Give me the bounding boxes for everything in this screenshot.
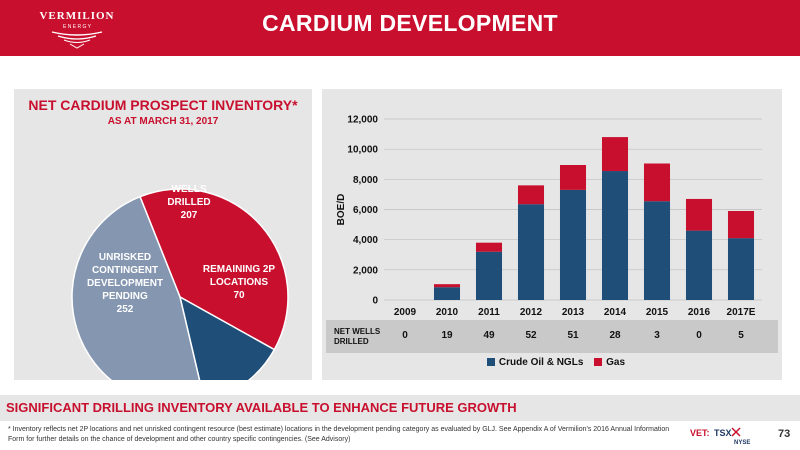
bar-gas xyxy=(475,242,503,252)
y-axis-label: BOE/D xyxy=(336,194,347,226)
bar-oil xyxy=(601,171,629,300)
legend-label-gas: Gas xyxy=(606,357,626,368)
summary-banner: SIGNIFICANT DRILLING INVENTORY AVAILABLE… xyxy=(0,395,800,421)
chart-legend: Crude Oil & NGLs Gas xyxy=(322,357,782,368)
x-tick-label: 2009 xyxy=(394,307,417,318)
net-wells-value: 49 xyxy=(483,330,495,341)
bar-gas xyxy=(727,211,755,239)
net-wells-value: 5 xyxy=(738,330,744,341)
slice-label-line: LOCATIONS xyxy=(209,277,269,288)
x-tick-label: 2011 xyxy=(478,307,500,318)
y-tick-label: 2,000 xyxy=(353,265,378,276)
y-tick-label: 10,000 xyxy=(347,145,378,156)
y-tick-label: 8,000 xyxy=(353,175,378,186)
y-tick-label: 6,000 xyxy=(353,205,378,216)
net-wells-value: 3 xyxy=(654,330,660,341)
bar-gas xyxy=(517,185,545,205)
net-wells-value: 19 xyxy=(441,330,453,341)
summary-text: SIGNIFICANT DRILLING INVENTORY AVAILABLE… xyxy=(6,400,517,415)
slice-label-line: CONTINGENT xyxy=(91,265,159,276)
y-tick-label: 4,000 xyxy=(353,235,378,246)
net-wells-value: 28 xyxy=(609,330,621,341)
bar-oil xyxy=(727,238,755,300)
x-tick-label: 2016 xyxy=(688,307,711,318)
x-tick-label: 2014 xyxy=(604,307,627,318)
bar-gas xyxy=(685,198,713,231)
bar-oil xyxy=(517,204,545,300)
slice-label-line: DRILLED xyxy=(167,197,211,208)
slice-value: 252 xyxy=(116,304,134,315)
net-wells-strip: NET WELLS DRILLED 0 19 49 52 51 28 3 0 5 xyxy=(326,320,778,353)
bar-panel: 0 2,000 4,000 6,000 8,000 10,000 12,000 BOE/D 20… xyxy=(322,89,782,380)
x-tick-label: 2015 xyxy=(646,307,669,318)
pie-panel: NET CARDIUM PROSPECT INVENTORY* AS AT MA… xyxy=(14,89,312,380)
legend-swatch-oil xyxy=(486,358,495,367)
page-title: CARDIUM DEVELOPMENT xyxy=(262,10,558,36)
slice-value: 70 xyxy=(233,290,245,301)
net-wells-label-line: DRILLED xyxy=(334,337,369,346)
bar-gas xyxy=(601,137,629,172)
slice-label-line: WELLS xyxy=(171,184,207,195)
pie-slice-unrisked xyxy=(71,195,201,380)
y-tick-label: 0 xyxy=(372,296,378,307)
net-wells-value: 0 xyxy=(402,330,408,341)
slice-label-unrisked: UNRISKED CONTINGENT DEVELOPMENT PENDING … xyxy=(80,251,170,316)
vermilion-logo: VERMILION E N E R G Y xyxy=(39,10,114,49)
net-wells-value: 52 xyxy=(525,330,537,341)
header-bar: VERMILION E N E R G Y CARDIUM DEVELOPMEN… xyxy=(0,0,800,56)
x-tick-label: 2013 xyxy=(562,307,585,318)
logo-name: VERMILION xyxy=(39,10,114,22)
bar-oil xyxy=(433,287,461,300)
y-tick-label: 12,000 xyxy=(347,115,378,126)
slice-label-line: REMAINING 2P xyxy=(202,264,276,275)
slice-label-line: DEVELOPMENT xyxy=(86,278,164,289)
pie-chart xyxy=(71,188,289,380)
bar-oil xyxy=(685,230,713,300)
slice-label-line: UNRISKED xyxy=(98,252,152,263)
bar-oil xyxy=(475,251,503,300)
slice-value: 207 xyxy=(180,210,198,221)
x-tick-label: 2017E xyxy=(727,307,756,318)
bar-gas xyxy=(643,163,671,202)
pie-title: NET CARDIUM PROSPECT INVENTORY* xyxy=(28,97,298,113)
ticker-nyse: NYSE xyxy=(734,440,750,446)
net-wells-label-line: NET WELLS xyxy=(334,327,381,336)
slice-label-line: PENDING xyxy=(102,291,148,302)
pie-slice-wells-drilled xyxy=(139,188,289,351)
bar-gas xyxy=(559,165,587,190)
ticker-tsx: TSX xyxy=(714,428,732,438)
bar-chart: 0 2,000 4,000 6,000 8,000 10,000 12,000 BOE/D 20… xyxy=(336,115,762,318)
slice-label-remaining-2p: REMAINING 2P LOCATIONS 70 xyxy=(194,263,284,302)
ticker-prefix: VET: xyxy=(690,428,710,438)
page-number: 73 xyxy=(778,428,791,440)
bar-oil xyxy=(559,189,587,300)
bar-gas xyxy=(433,284,461,288)
bar-oil xyxy=(643,201,671,300)
footnote: * Inventory reflects net 2P locations an… xyxy=(8,426,670,443)
logo-sub: E N E R G Y xyxy=(63,24,92,30)
pie-subtitle: AS AT MARCH 31, 2017 xyxy=(107,116,219,127)
pie-slice-remaining-2p xyxy=(178,295,276,380)
net-wells-value: 0 xyxy=(696,330,702,341)
net-wells-value: 51 xyxy=(567,330,579,341)
exchange-ticker: VET: TSX NYSE xyxy=(690,427,750,446)
tsx-swoosh-icon xyxy=(731,427,741,437)
net-wells-label: NET WELLS DRILLED xyxy=(334,327,380,347)
x-tick-label: 2010 xyxy=(436,307,459,318)
x-tick-label: 2012 xyxy=(520,307,543,318)
legend-label-oil: Crude Oil & NGLs xyxy=(498,357,584,368)
slice-label-wells-drilled: WELLS DRILLED 207 xyxy=(154,183,224,222)
legend-swatch-gas xyxy=(594,358,603,367)
